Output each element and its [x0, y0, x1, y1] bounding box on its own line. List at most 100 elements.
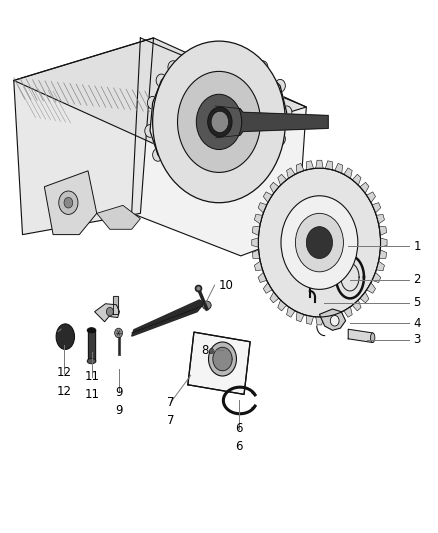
Polygon shape [360, 182, 369, 193]
Ellipse shape [87, 359, 96, 364]
Polygon shape [316, 317, 323, 325]
Circle shape [281, 196, 358, 289]
Polygon shape [252, 238, 258, 247]
Circle shape [152, 149, 163, 161]
Circle shape [152, 41, 286, 203]
Circle shape [242, 169, 253, 182]
Ellipse shape [87, 328, 96, 333]
Circle shape [194, 175, 205, 188]
Polygon shape [254, 261, 262, 271]
Text: 7: 7 [167, 414, 175, 427]
Polygon shape [258, 203, 267, 213]
Circle shape [208, 342, 237, 376]
Circle shape [168, 61, 178, 74]
Polygon shape [372, 203, 381, 213]
Text: 4: 4 [413, 317, 421, 330]
Polygon shape [360, 292, 369, 303]
Circle shape [177, 71, 261, 172]
Polygon shape [379, 227, 387, 236]
Polygon shape [296, 164, 304, 173]
Text: 10: 10 [219, 279, 234, 292]
Polygon shape [348, 329, 373, 343]
Circle shape [295, 213, 343, 272]
Circle shape [330, 316, 339, 326]
Text: 1: 1 [413, 240, 421, 253]
Circle shape [275, 79, 286, 92]
Circle shape [145, 125, 155, 138]
Polygon shape [258, 272, 267, 282]
Circle shape [258, 168, 381, 317]
Polygon shape [150, 58, 287, 183]
Ellipse shape [56, 324, 74, 350]
Text: 11: 11 [85, 370, 100, 383]
Circle shape [59, 191, 78, 214]
Circle shape [262, 154, 272, 166]
Circle shape [64, 197, 73, 208]
Text: 6: 6 [235, 422, 242, 435]
Circle shape [229, 51, 240, 64]
Polygon shape [278, 174, 286, 185]
Polygon shape [263, 192, 272, 203]
Circle shape [106, 308, 113, 316]
Circle shape [209, 349, 214, 354]
Circle shape [275, 133, 286, 146]
Polygon shape [44, 171, 97, 235]
Polygon shape [95, 304, 120, 322]
Circle shape [148, 96, 158, 109]
Circle shape [156, 74, 166, 87]
Text: 12: 12 [57, 366, 71, 379]
Polygon shape [263, 282, 272, 293]
Polygon shape [252, 250, 260, 259]
Polygon shape [213, 348, 232, 370]
Circle shape [208, 107, 232, 137]
Polygon shape [132, 300, 204, 336]
Polygon shape [352, 174, 361, 185]
Polygon shape [376, 214, 385, 224]
Circle shape [196, 94, 242, 150]
Polygon shape [14, 38, 153, 235]
Polygon shape [344, 306, 352, 317]
Polygon shape [316, 160, 323, 168]
Ellipse shape [202, 301, 211, 310]
Polygon shape [188, 332, 250, 394]
Text: 11: 11 [85, 388, 100, 401]
Polygon shape [352, 300, 361, 311]
Polygon shape [97, 205, 141, 229]
Polygon shape [296, 312, 304, 322]
Polygon shape [319, 309, 346, 330]
Polygon shape [325, 161, 332, 170]
Circle shape [211, 111, 229, 133]
Circle shape [306, 227, 332, 259]
Polygon shape [379, 250, 387, 259]
Polygon shape [278, 300, 286, 311]
Text: 3: 3 [413, 333, 420, 346]
Polygon shape [335, 312, 343, 322]
Text: 12: 12 [57, 384, 71, 398]
Text: 6: 6 [235, 440, 242, 454]
Polygon shape [306, 161, 314, 170]
Polygon shape [381, 238, 387, 247]
Polygon shape [88, 330, 95, 361]
Text: 2: 2 [413, 273, 421, 286]
Polygon shape [372, 272, 381, 282]
Text: 5: 5 [413, 296, 420, 309]
Polygon shape [325, 315, 332, 325]
Polygon shape [113, 296, 118, 314]
Text: 7: 7 [167, 395, 175, 409]
Circle shape [258, 61, 268, 74]
Text: 8: 8 [201, 344, 209, 357]
Polygon shape [367, 192, 375, 203]
Polygon shape [132, 38, 306, 256]
Text: 9: 9 [115, 404, 122, 417]
Polygon shape [306, 315, 314, 325]
Polygon shape [335, 164, 343, 173]
Text: 9: 9 [115, 386, 122, 399]
Circle shape [194, 51, 205, 64]
Polygon shape [344, 168, 352, 179]
Polygon shape [286, 168, 295, 179]
Polygon shape [254, 214, 262, 224]
Circle shape [282, 106, 292, 119]
Circle shape [115, 328, 123, 338]
Polygon shape [252, 227, 260, 236]
Circle shape [170, 165, 180, 178]
